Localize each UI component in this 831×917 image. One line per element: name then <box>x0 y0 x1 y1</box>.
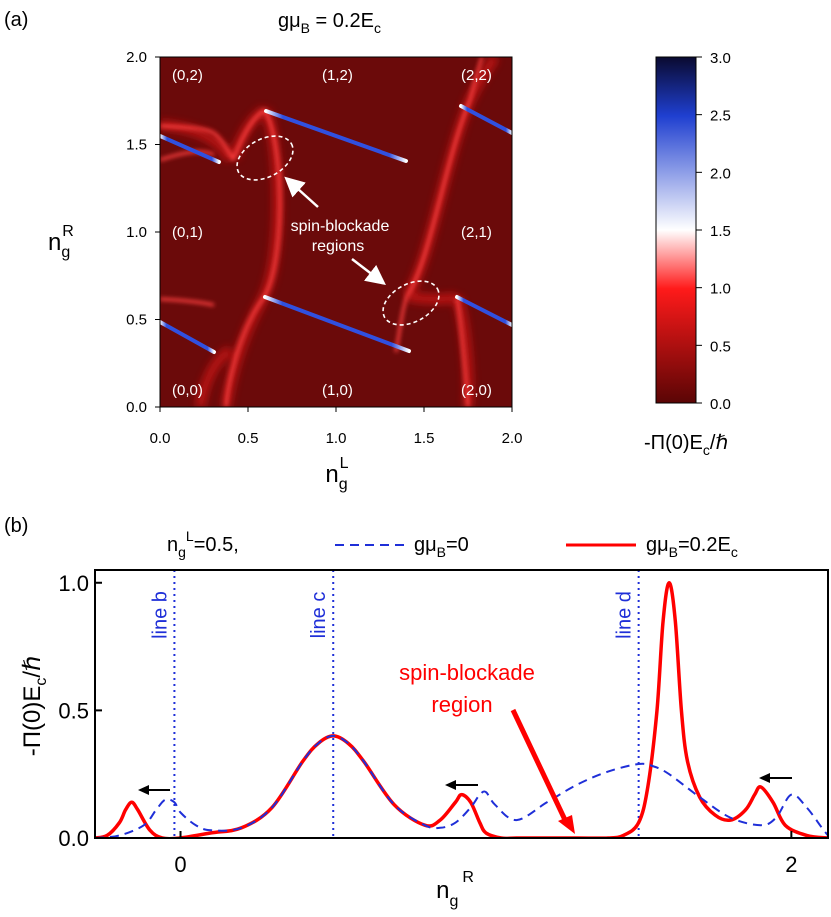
region-label-1-0: (1,0) <box>322 382 353 399</box>
annotation-arrow-upper <box>284 176 319 208</box>
heatmap-x-tick-label: 2.0 <box>502 430 523 447</box>
heatmap-background <box>160 57 512 407</box>
colorbar-label: -Π(0)Ec/ℏ <box>644 432 728 458</box>
line-plot-frame <box>94 569 829 839</box>
heatmap-peak-ridges <box>160 104 512 354</box>
ridge-3 <box>455 295 512 327</box>
colorbar-tick-label: 0.5 <box>710 338 731 355</box>
heatmap-axes: 0.0 0.5 1.0 1.5 2.0 0.0 0.5 1.0 1.5 2.0 <box>126 49 522 447</box>
line-xlabel: ngR <box>436 869 474 910</box>
heatmap-y-tick-label: 1.0 <box>126 224 147 241</box>
vline-label: line d <box>614 591 636 639</box>
ridge-1 <box>160 320 216 354</box>
region-label-2-2: (2,2) <box>461 67 492 84</box>
vertical-reference-lines: line b line c line d <box>149 570 640 838</box>
colorbar-tick-label: 2.5 <box>710 108 731 125</box>
ridge-2 <box>263 295 411 353</box>
heatmap-x-tick-label: 1.0 <box>326 430 347 447</box>
shift-arrows <box>138 773 792 795</box>
legend-dashed-label: gμB=0 <box>414 534 469 560</box>
colorbar-tick-label: 0.0 <box>710 396 731 413</box>
colorbar-axis: 0.0 0.5 1.0 1.5 2.0 2.5 3.0 <box>696 50 731 413</box>
legend-solid-label: gμB=0.2Ec <box>646 534 738 560</box>
heatmap-ylabel: ngR <box>48 223 74 261</box>
colorbar-tick-label: 3.0 <box>710 50 731 67</box>
spin-blockade-ellipse-lower <box>382 280 440 326</box>
heatmap-thin-ridges <box>160 57 484 407</box>
annotation-text-a-line1: spin-blockade <box>291 218 390 235</box>
heatmap-y-tick-label: 1.5 <box>126 137 147 154</box>
region-label-2-0: (2,0) <box>461 382 492 399</box>
heatmap-xlabel: ngL <box>325 455 348 493</box>
series-line-gmub-0 <box>95 734 828 838</box>
heatmap-y-tick-label: 0.5 <box>126 312 147 329</box>
panel-b-label: (b) <box>4 515 28 537</box>
colorbar <box>655 56 697 404</box>
vline-label: line c <box>308 592 330 639</box>
annotation-text-b-line1: spin-blockade <box>399 660 535 685</box>
shift-arrow-2 <box>445 780 478 790</box>
region-label-0-1: (0,1) <box>172 224 203 241</box>
line-y-tick-label: 1.0 <box>58 571 89 596</box>
colorbar-tick-label: 1.0 <box>710 281 731 298</box>
line-ylabel: -Π(0)Ec/ℏ <box>19 656 50 757</box>
line-y-tick-label: 0.0 <box>58 826 89 851</box>
colorbar-tick-label: 1.5 <box>710 223 731 240</box>
region-label-0-0: (0,0) <box>172 382 203 399</box>
panel-a-title: gμB = 0.2Ec <box>278 10 381 36</box>
annotation-text-b-line2: region <box>431 692 492 717</box>
legend-condition: ngL=0.5, <box>167 528 239 560</box>
annotation-arrow-b <box>510 708 575 834</box>
panel-a-label: (a) <box>4 9 28 31</box>
region-labels: (0,2) (1,2) (2,2) (0,1) (2,1) (0,0) (1,0… <box>172 67 492 399</box>
colorbar-tick-label: 2.0 <box>710 165 731 182</box>
heatmap <box>160 57 512 407</box>
shift-arrow-3 <box>759 773 792 783</box>
heatmap-x-tick-label: 0.5 <box>238 430 259 447</box>
annotation-arrows-a <box>284 176 386 286</box>
region-label-1-2: (1,2) <box>322 67 353 84</box>
ridge-6 <box>459 104 512 135</box>
ridge-4 <box>160 134 221 164</box>
heatmap-x-tick-label: 1.5 <box>414 430 435 447</box>
spin-blockade-ellipse-upper <box>236 135 294 181</box>
line-plot-axes: 0 2 0.0 0.5 1.0 <box>58 571 797 877</box>
line-y-tick-label: 0.5 <box>58 698 89 723</box>
region-label-0-2: (0,2) <box>172 67 203 84</box>
spin-blockade-ellipses <box>236 135 440 326</box>
heatmap-x-tick-label: 0.0 <box>150 430 171 447</box>
heatmap-y-tick-label: 2.0 <box>126 49 147 66</box>
line-x-tick-label: 0 <box>174 852 186 877</box>
ridge-5 <box>264 109 408 163</box>
vline-label: line b <box>149 591 171 639</box>
region-label-2-1: (2,1) <box>461 224 492 241</box>
heatmap-y-tick-label: 0.0 <box>126 399 147 416</box>
shift-arrow-1 <box>138 785 170 795</box>
annotation-text-a-line2: regions <box>312 238 364 255</box>
annotation-arrow-lower <box>351 258 386 286</box>
line-x-tick-label: 2 <box>785 852 797 877</box>
